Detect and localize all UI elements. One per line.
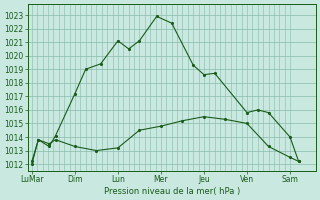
X-axis label: Pression niveau de la mer( hPa ): Pression niveau de la mer( hPa ) — [104, 187, 240, 196]
